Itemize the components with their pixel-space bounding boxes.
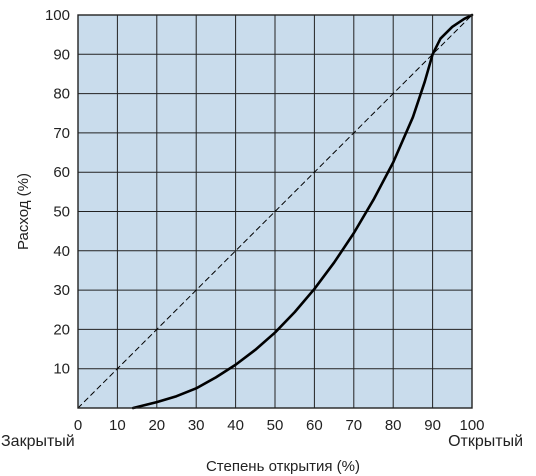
x-tick-label: 0 [74,417,82,434]
x-tick-label: 20 [148,417,165,434]
x-tick-label: 40 [227,417,244,434]
x-open-label: Открытый [448,433,523,450]
y-tick-label: 90 [53,46,70,63]
y-tick-labels: 10 20 30 40 50 60 70 80 90 100 [45,7,70,378]
x-tick-label: 10 [109,417,126,434]
x-tick-label: 80 [385,417,402,434]
x-tick-label: 70 [345,417,362,434]
y-tick-label: 100 [45,7,70,24]
y-tick-label: 10 [53,361,70,378]
x-axis-label: Степень открытия (%) [206,458,360,475]
y-tick-label: 40 [53,243,70,260]
linear-reference-line [77,14,473,409]
y-tick-label: 50 [53,204,70,221]
y-tick-label: 30 [53,282,70,299]
x-tick-label: 60 [306,417,323,434]
x-tick-label: 30 [188,417,205,434]
x-closed-label: Закрытый [1,433,75,450]
y-tick-label: 80 [53,86,70,103]
plot-frame [77,14,473,409]
x-tick-label: 100 [459,417,484,434]
y-tick-label: 70 [53,125,70,142]
y-tick-label: 60 [53,164,70,181]
y-tick-label: 20 [53,321,70,338]
x-tick-label: 90 [424,417,441,434]
flow-curve [131,13,474,410]
x-tick-labels: 0 10 20 30 40 50 60 70 80 90 100 [74,417,485,434]
grid-lines [78,15,472,408]
series-lines [77,13,474,410]
y-axis-label: Расход (%) [15,173,32,250]
x-tick-label: 50 [267,417,284,434]
